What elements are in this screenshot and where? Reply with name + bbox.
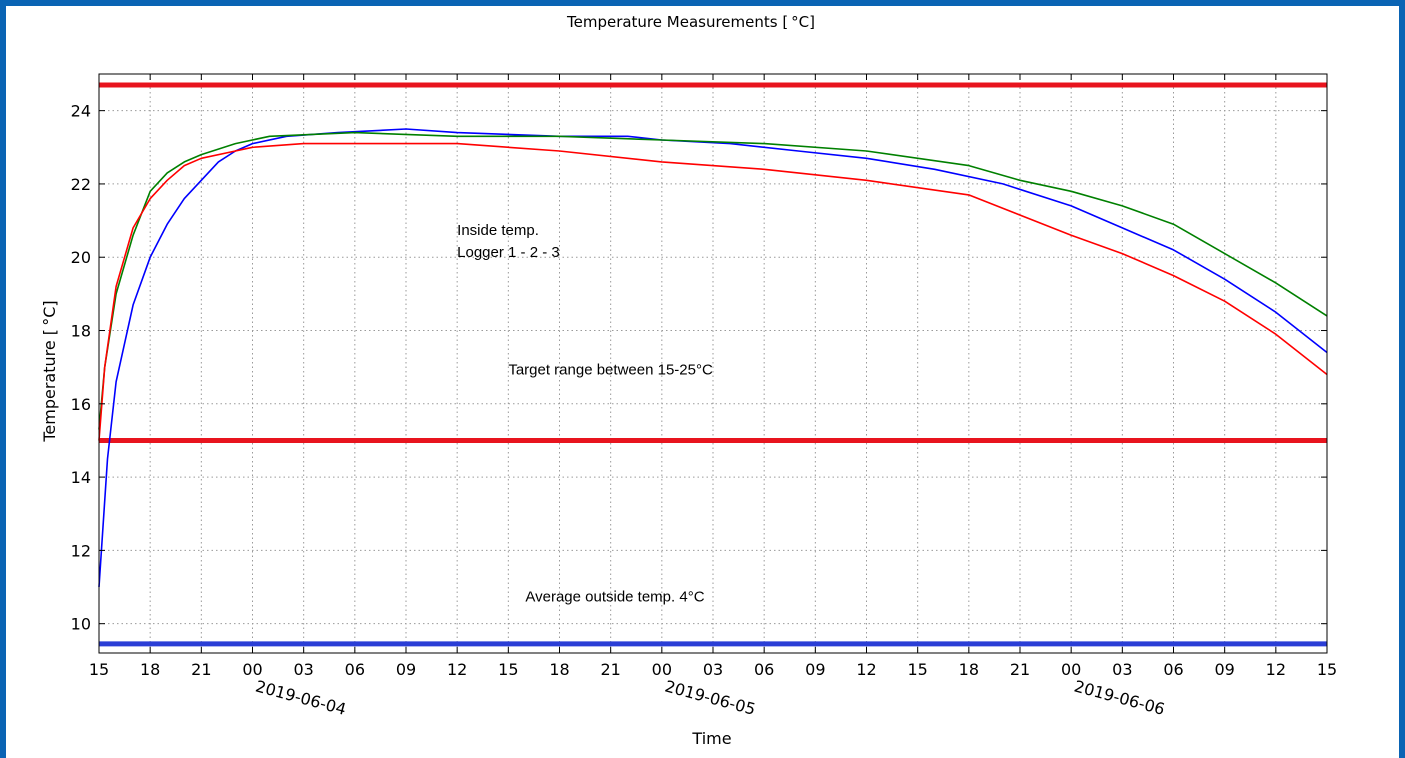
x-tick-label: 21 bbox=[191, 660, 211, 679]
x-tick-label: 21 bbox=[1010, 660, 1030, 679]
y-axis-title: Temperature [ °C] bbox=[40, 300, 59, 442]
annotation-text: Target range between 15-25°C bbox=[508, 361, 713, 378]
x-tick-label: 15 bbox=[907, 660, 927, 679]
axis-ticks: 15 18 21 00 03 06 09 12 15 18 21 00 03 06 09 12 15 18 21 00… bbox=[71, 74, 1337, 719]
y-tick-label: 10 bbox=[71, 615, 91, 634]
x-tick-label: 06 bbox=[345, 660, 365, 679]
x-tick-label: 15 bbox=[89, 660, 109, 679]
annotation-text: Inside temp. bbox=[457, 222, 539, 239]
x-tick-label: 09 bbox=[805, 660, 825, 679]
y-tick-label: 16 bbox=[71, 395, 91, 414]
series-line bbox=[98, 142, 1328, 441]
x-tick-label: 09 bbox=[1214, 660, 1234, 679]
x-tick-label: 06 bbox=[754, 660, 774, 679]
x-tick-label: 12 bbox=[447, 660, 467, 679]
x-tick-label: 03 bbox=[1112, 660, 1132, 679]
date-label: 2019-06-05 bbox=[663, 677, 758, 719]
x-tick-label: 15 bbox=[1317, 660, 1337, 679]
y-tick-label: 22 bbox=[71, 175, 91, 194]
annotations: Inside temp. Logger 1 - 2 - 3 Target range… bbox=[457, 222, 713, 605]
x-tick-label: 15 bbox=[498, 660, 518, 679]
y-tick-label: 12 bbox=[71, 541, 91, 560]
x-tick-label: 18 bbox=[959, 660, 979, 679]
chart-frame: Temperature Measurements [ °C] 15 18 21 00 0… bbox=[6, 6, 1399, 758]
x-tick-label: 03 bbox=[293, 660, 313, 679]
x-tick-label: 09 bbox=[396, 660, 416, 679]
x-axis-title: Time bbox=[691, 729, 731, 748]
date-label: 2019-06-04 bbox=[253, 677, 348, 719]
grid-lines bbox=[99, 74, 1327, 653]
y-tick-label: 20 bbox=[71, 248, 91, 267]
x-tick-label: 12 bbox=[1266, 660, 1286, 679]
x-tick-label: 00 bbox=[652, 660, 672, 679]
annotation-text: Average outside temp. 4°C bbox=[525, 589, 704, 606]
series-line bbox=[98, 131, 1328, 430]
x-tick-label: 18 bbox=[140, 660, 160, 679]
x-tick-label: 18 bbox=[549, 660, 569, 679]
date-label: 2019-06-06 bbox=[1072, 677, 1167, 719]
chart-title: Temperature Measurements [ °C] bbox=[566, 13, 815, 31]
y-tick-label: 18 bbox=[71, 322, 91, 341]
y-tick-label: 24 bbox=[71, 102, 91, 121]
annotation-text: Logger 1 - 2 - 3 bbox=[457, 244, 560, 261]
temperature-chart: Temperature Measurements [ °C] 15 18 21 00 0… bbox=[40, 13, 1337, 748]
x-tick-label: 00 bbox=[1061, 660, 1081, 679]
series-line bbox=[98, 128, 1328, 588]
x-tick-label: 12 bbox=[856, 660, 876, 679]
x-tick-label: 06 bbox=[1163, 660, 1183, 679]
y-tick-label: 14 bbox=[71, 468, 91, 487]
x-tick-label: 00 bbox=[242, 660, 262, 679]
x-tick-label: 21 bbox=[600, 660, 620, 679]
reference-lines bbox=[99, 82, 1327, 647]
series-lines bbox=[98, 128, 1328, 588]
x-tick-label: 03 bbox=[703, 660, 723, 679]
